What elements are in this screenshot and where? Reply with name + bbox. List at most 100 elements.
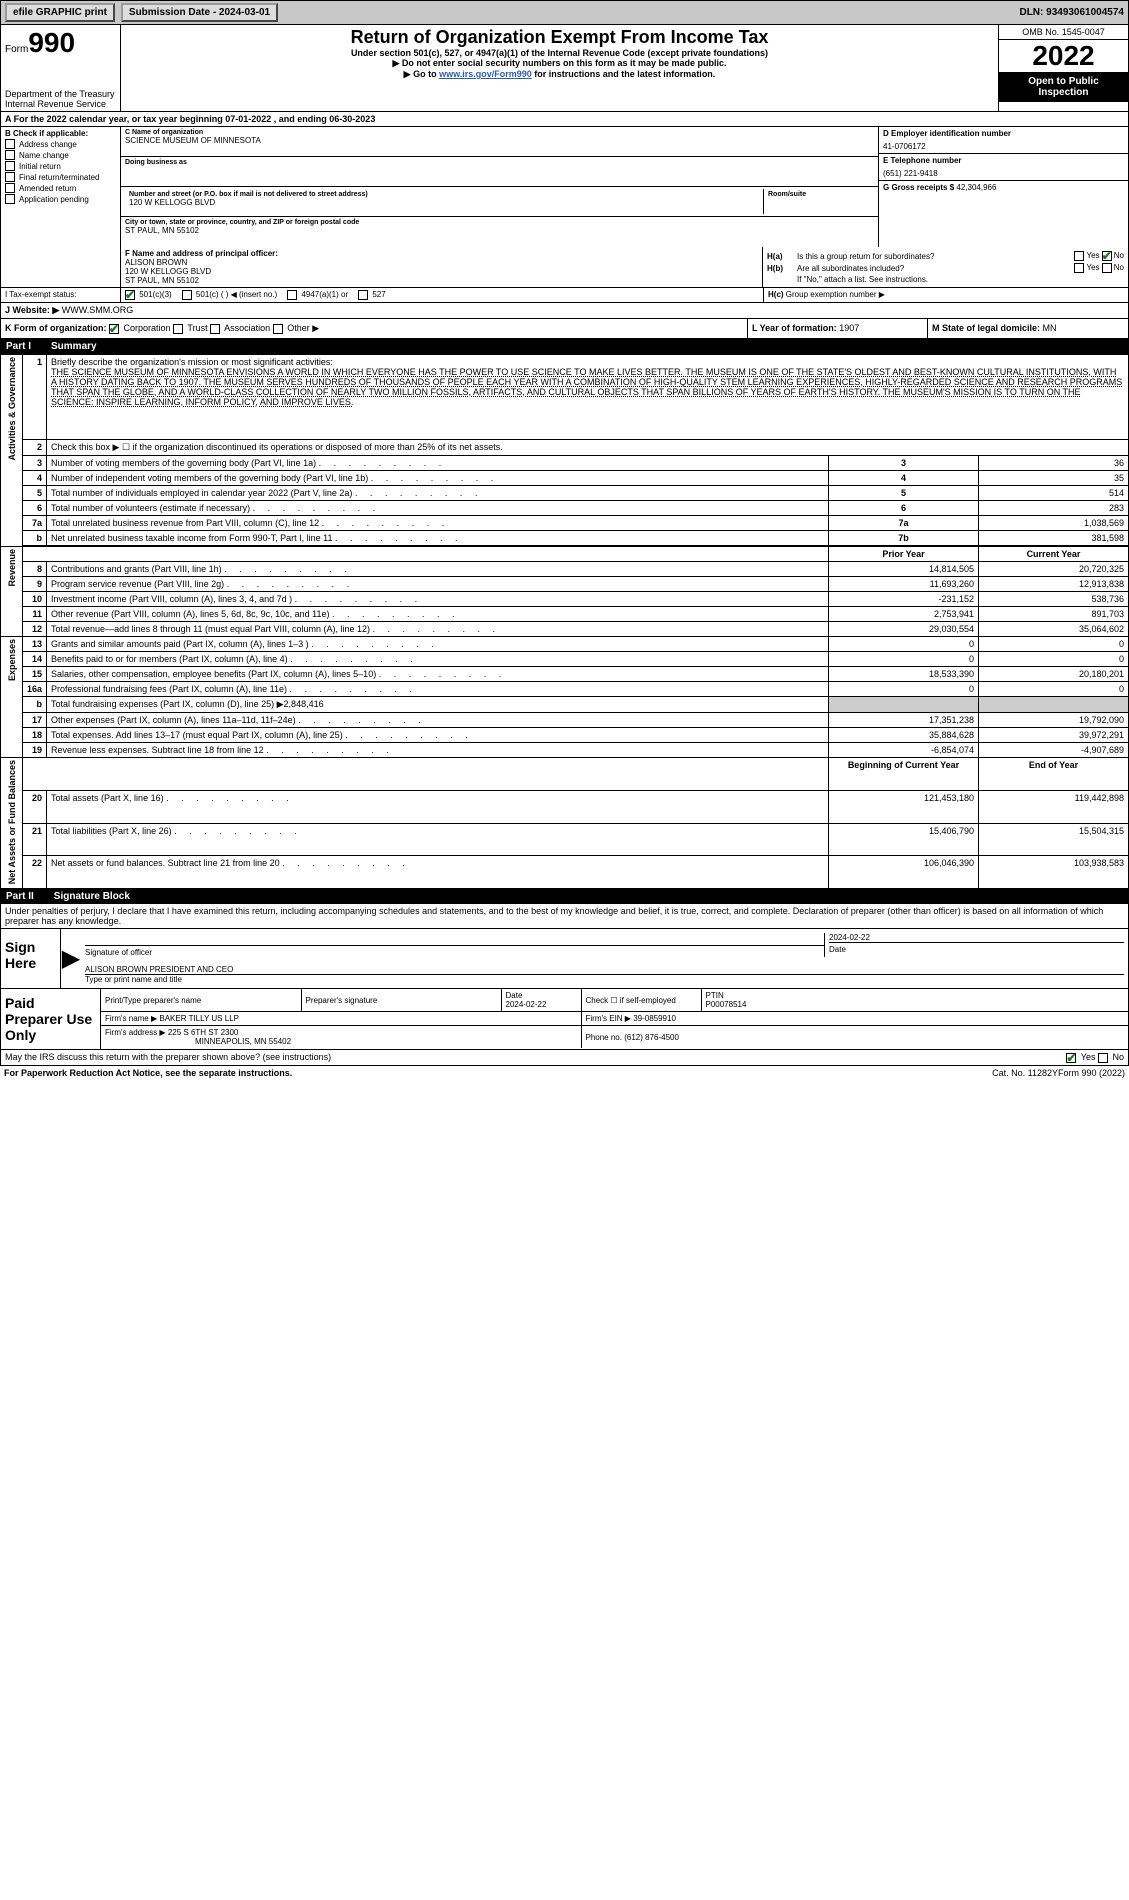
line-17-current: 19,792,090 bbox=[979, 713, 1129, 728]
footer-left: For Paperwork Reduction Act Notice, see … bbox=[4, 1068, 892, 1078]
corp-checkbox[interactable] bbox=[109, 324, 119, 334]
officer-addr2: ST PAUL, MN 55102 bbox=[125, 276, 758, 285]
dept-text: Department of the Treasury bbox=[5, 89, 116, 99]
gross-receipts: 42,304,966 bbox=[956, 183, 996, 192]
open-inspection: Open to Public Inspection bbox=[999, 72, 1128, 102]
application-pending-checkbox[interactable] bbox=[5, 194, 15, 204]
website-value: WWW.SMM.ORG bbox=[62, 305, 134, 315]
line-14-current: 0 bbox=[979, 652, 1129, 667]
sign-here-block: Sign Here ▶ Signature of officer 2024-02… bbox=[0, 929, 1129, 989]
phone-value: (651) 221-9418 bbox=[883, 169, 1124, 178]
ha-no-checkbox[interactable] bbox=[1102, 251, 1112, 261]
assoc-checkbox[interactable] bbox=[210, 324, 220, 334]
line-10-prior: -231,152 bbox=[829, 592, 979, 607]
line-19-prior: -6,854,074 bbox=[829, 743, 979, 758]
firm-city: MINNEAPOLIS, MN 55402 bbox=[105, 1037, 291, 1046]
line-16a-current: 0 bbox=[979, 682, 1129, 697]
line-19-current: -4,907,689 bbox=[979, 743, 1129, 758]
final-return-checkbox[interactable] bbox=[5, 172, 15, 182]
section-h: H(a) Is this a group return for subordin… bbox=[763, 247, 1128, 287]
other-checkbox[interactable] bbox=[273, 324, 283, 334]
ptin-value: P00078514 bbox=[706, 1000, 1125, 1009]
city-state-zip: ST PAUL, MN 55102 bbox=[125, 226, 874, 235]
hb-no-checkbox[interactable] bbox=[1102, 263, 1112, 273]
line-17-prior: 17,351,238 bbox=[829, 713, 979, 728]
officer-name: ALISON BROWN bbox=[125, 258, 758, 267]
line-12-current: 35,064,602 bbox=[979, 622, 1129, 637]
line-20-current: 119,442,898 bbox=[979, 790, 1129, 823]
signature-intro: Under penalties of perjury, I declare th… bbox=[0, 904, 1129, 929]
line2-text: Check this box ▶ ☐ if the organization d… bbox=[47, 440, 1129, 456]
line-5-value: 514 bbox=[979, 486, 1129, 501]
paid-preparer-block: Paid Preparer Use Only Print/Type prepar… bbox=[0, 989, 1129, 1050]
footer-right: Form 990 (2022) bbox=[1058, 1068, 1125, 1078]
name-change-checkbox[interactable] bbox=[5, 150, 15, 160]
line-13-current: 0 bbox=[979, 637, 1129, 652]
netassets-side-label: Net Assets or Fund Balances bbox=[7, 760, 17, 884]
line-15-current: 20,180,201 bbox=[979, 667, 1129, 682]
period-row: A For the 2022 calendar year, or tax yea… bbox=[0, 112, 1129, 127]
form-header: Form990 Department of the Treasury Inter… bbox=[0, 25, 1129, 112]
firm-phone: (612) 876-4500 bbox=[624, 1033, 679, 1042]
sign-arrow-icon: ▶ bbox=[61, 929, 81, 988]
omb-number: OMB No. 1545-0047 bbox=[999, 25, 1128, 40]
prep-date: 2024-02-22 bbox=[506, 1000, 577, 1009]
mission-text: THE SCIENCE MUSEUM OF MINNESOTA ENVISION… bbox=[51, 367, 1124, 407]
tax-year: 2022 bbox=[999, 40, 1128, 72]
discuss-row: May the IRS discuss this return with the… bbox=[0, 1050, 1129, 1066]
line-15-prior: 18,533,390 bbox=[829, 667, 979, 682]
section-b: B Check if applicable: Address change Na… bbox=[1, 127, 121, 247]
line-8-prior: 14,814,505 bbox=[829, 562, 979, 577]
section-f: F Name and address of principal officer:… bbox=[121, 247, 763, 287]
527-checkbox[interactable] bbox=[358, 290, 368, 300]
officer-addr1: 120 W KELLOGG BLVD bbox=[125, 267, 758, 276]
address-change-checkbox[interactable] bbox=[5, 139, 15, 149]
efile-button[interactable]: efile GRAPHIC print bbox=[5, 3, 115, 22]
501c3-checkbox[interactable] bbox=[125, 290, 135, 300]
expenses-side-label: Expenses bbox=[7, 639, 17, 681]
line-21-prior: 15,406,790 bbox=[829, 823, 979, 856]
year-formation: 1907 bbox=[839, 323, 859, 333]
line-22-prior: 106,046,390 bbox=[829, 856, 979, 889]
line-11-current: 891,703 bbox=[979, 607, 1129, 622]
501c-checkbox[interactable] bbox=[182, 290, 192, 300]
firm-addr: 225 S 6TH ST 2300 bbox=[168, 1028, 239, 1037]
org-name: SCIENCE MUSEUM OF MINNESOTA bbox=[125, 136, 874, 145]
goto-line: ▶ Go to www.irs.gov/Form990 for instruct… bbox=[123, 69, 996, 80]
revenue-side-label: Revenue bbox=[7, 549, 17, 587]
hb-yes-checkbox[interactable] bbox=[1074, 263, 1084, 273]
firm-name: BAKER TILLY US LLP bbox=[159, 1014, 239, 1023]
identification-block: B Check if applicable: Address change Na… bbox=[0, 127, 1129, 247]
ssn-warning: ▶ Do not enter social security numbers o… bbox=[123, 58, 996, 69]
form-number: Form990 bbox=[5, 27, 116, 59]
ha-yes-checkbox[interactable] bbox=[1074, 251, 1084, 261]
line-8-current: 20,720,325 bbox=[979, 562, 1129, 577]
part1-header: Part I Summary bbox=[0, 339, 1129, 354]
discuss-no-checkbox[interactable] bbox=[1098, 1053, 1108, 1063]
line-11-prior: 2,753,941 bbox=[829, 607, 979, 622]
line-9-current: 12,913,838 bbox=[979, 577, 1129, 592]
line-4-value: 35 bbox=[979, 471, 1129, 486]
line-7a-value: 1,038,569 bbox=[979, 516, 1129, 531]
line-20-prior: 121,453,180 bbox=[829, 790, 979, 823]
self-employed: Check ☐ if self-employed bbox=[581, 989, 701, 1012]
line-7b-value: 381,598 bbox=[979, 531, 1129, 547]
line-22-current: 103,938,583 bbox=[979, 856, 1129, 889]
klm-row: K Form of organization: Corporation Trus… bbox=[0, 319, 1129, 339]
footer-center: Cat. No. 11282Y bbox=[992, 1068, 1058, 1078]
part2-header: Part II Signature Block bbox=[0, 889, 1129, 904]
submission-date-button[interactable]: Submission Date - 2024-03-01 bbox=[121, 3, 278, 22]
fgh-block: F Name and address of principal officer:… bbox=[0, 247, 1129, 288]
dln-text: DLN: 93493061004574 bbox=[1019, 7, 1124, 18]
initial-return-checkbox[interactable] bbox=[5, 161, 15, 171]
sig-date: 2024-02-22 bbox=[829, 933, 1124, 942]
line-6-value: 283 bbox=[979, 501, 1129, 516]
4947-checkbox[interactable] bbox=[287, 290, 297, 300]
line-18-current: 39,972,291 bbox=[979, 728, 1129, 743]
discuss-yes-checkbox[interactable] bbox=[1066, 1053, 1076, 1063]
amended-return-checkbox[interactable] bbox=[5, 183, 15, 193]
firm-ein: 39-0859910 bbox=[633, 1014, 676, 1023]
irs-link[interactable]: www.irs.gov/Form990 bbox=[439, 69, 532, 79]
trust-checkbox[interactable] bbox=[173, 324, 183, 334]
activities-side-label: Activities & Governance bbox=[7, 357, 17, 461]
